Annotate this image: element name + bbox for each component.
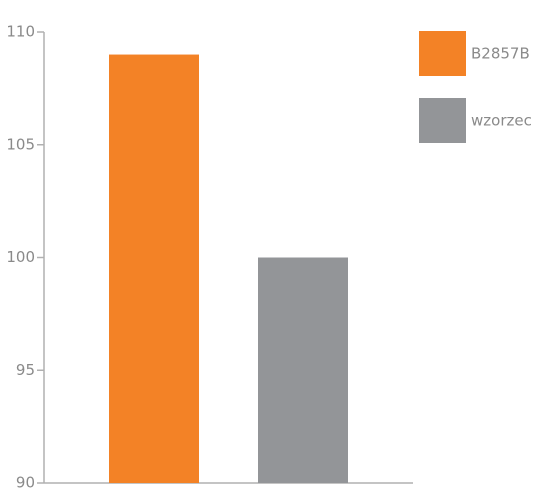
y-tick-label: 105 (6, 135, 35, 153)
legend-swatch (419, 98, 466, 143)
bar (109, 54, 199, 484)
legend-label: B2857B (471, 45, 530, 63)
y-tick-label: 100 (6, 248, 35, 266)
legend-swatch (419, 31, 466, 76)
y-tick-label: 90 (16, 474, 35, 492)
bar (258, 257, 348, 483)
legend-label: wzorzec (471, 112, 532, 130)
y-tick-label: 110 (6, 23, 35, 41)
y-tick-label: 95 (16, 361, 35, 379)
